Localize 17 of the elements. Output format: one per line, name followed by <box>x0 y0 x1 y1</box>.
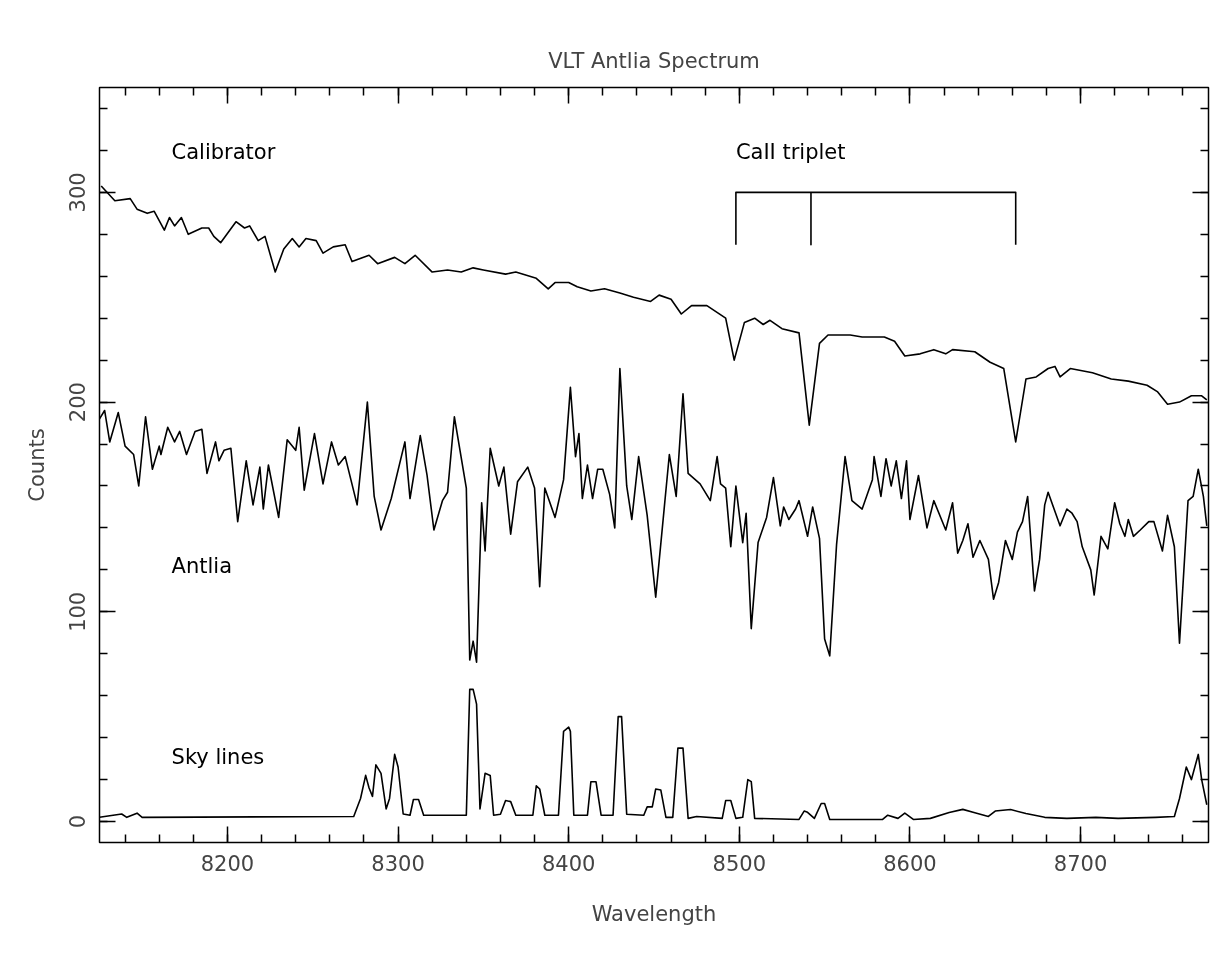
y-tick-label: 200 <box>66 382 91 423</box>
x-tick-label: 8700 <box>1053 851 1108 876</box>
y-tick-label: 0 <box>66 814 91 829</box>
series-label: Antlia <box>171 554 233 579</box>
y-tick-label: 300 <box>66 172 91 213</box>
annotation: CaII triplet <box>735 140 846 165</box>
y-tick-label: 100 <box>66 591 91 632</box>
x-tick-label: 8600 <box>883 851 937 876</box>
x-tick-label: 8300 <box>371 851 425 876</box>
y-axis-title: Counts <box>24 428 49 502</box>
x-tick-label: 8400 <box>541 851 596 876</box>
chart-title: VLT Antlia Spectrum <box>548 48 760 73</box>
x-tick-label: 8200 <box>200 851 255 876</box>
x-tick-label: 8500 <box>712 851 767 876</box>
text: Calibrator <box>171 140 276 165</box>
text: Sky lines <box>171 744 265 769</box>
x-axis-title: Wavelength <box>591 901 717 926</box>
